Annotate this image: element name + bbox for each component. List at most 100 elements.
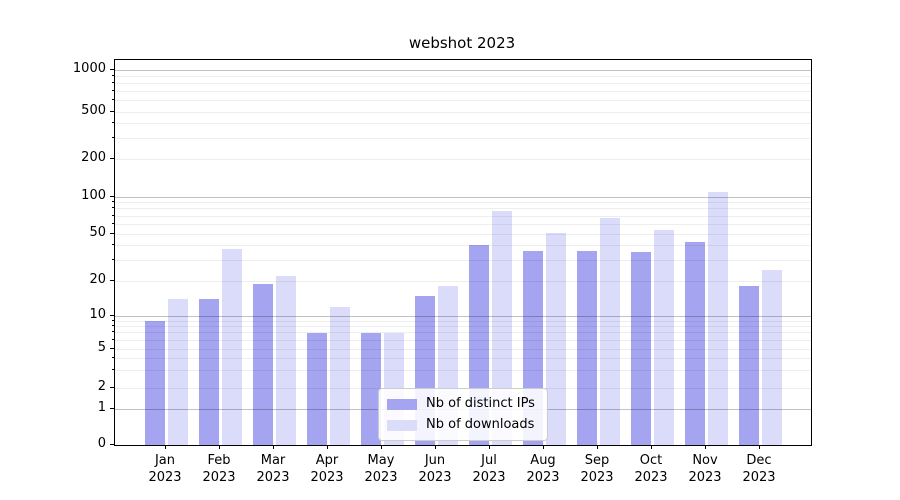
legend-swatch-downloads	[387, 419, 417, 431]
x-tick-mark	[596, 445, 598, 449]
minor-gridline	[115, 100, 811, 102]
minor-gridline	[115, 122, 811, 124]
y-tick-label: 5	[97, 340, 106, 355]
x-tick-mark	[326, 445, 328, 449]
bar-downloads-aug	[545, 232, 566, 445]
y-tick-mark	[110, 195, 114, 197]
y-minor-tick-mark	[112, 258, 114, 260]
x-tick-label: Sep 2023	[580, 453, 614, 485]
y-tick-label: 2	[97, 379, 106, 394]
legend-label: Nb of distinct IPs	[426, 396, 535, 411]
minor-gridline	[115, 137, 811, 139]
x-tick-label: Jun 2023	[418, 453, 452, 485]
bar-distinct-ips-mar	[252, 283, 273, 445]
bar-distinct-ips-sep	[576, 250, 597, 445]
x-tick-label: Mar 2023	[256, 453, 290, 485]
x-tick-label: Jan 2023	[148, 453, 182, 485]
minor-gridline	[115, 357, 811, 359]
x-tick-label: Feb 2023	[202, 453, 236, 485]
y-minor-tick-mark	[112, 136, 114, 138]
x-tick-mark	[272, 445, 274, 449]
minor-gridline	[115, 208, 811, 210]
bar-downloads-mar	[275, 276, 296, 445]
y-minor-tick-mark	[112, 331, 114, 333]
minor-gridline	[115, 244, 811, 246]
minor-gridline	[115, 348, 811, 350]
minor-gridline	[115, 233, 811, 235]
y-tick-mark	[110, 110, 114, 112]
y-tick-mark	[110, 314, 114, 316]
minor-gridline	[115, 332, 811, 334]
minor-gridline	[115, 111, 811, 113]
major-gridline	[115, 69, 811, 71]
y-tick-label: 0	[97, 436, 106, 451]
x-tick-mark	[164, 445, 166, 449]
y-minor-tick-mark	[112, 82, 114, 84]
minor-gridline	[115, 223, 811, 225]
minor-gridline	[115, 83, 811, 85]
y-minor-tick-mark	[112, 99, 114, 101]
x-tick-label: Nov 2023	[688, 453, 722, 485]
minor-gridline	[115, 370, 811, 372]
x-tick-mark	[434, 445, 436, 449]
y-minor-tick-mark	[112, 214, 114, 216]
y-minor-tick-mark	[112, 207, 114, 209]
x-tick-label: Aug 2023	[526, 453, 560, 485]
y-minor-tick-mark	[112, 243, 114, 245]
y-tick-label: 20	[89, 272, 106, 287]
y-minor-tick-mark	[112, 338, 114, 340]
x-tick-mark	[542, 445, 544, 449]
y-tick-mark	[110, 347, 114, 349]
y-tick-mark	[110, 407, 114, 409]
bar-downloads-sep	[599, 217, 620, 445]
minor-gridline	[115, 339, 811, 341]
y-tick-mark	[110, 279, 114, 281]
y-minor-tick-mark	[112, 201, 114, 203]
bar-downloads-apr	[329, 306, 350, 445]
x-tick-label: May 2023	[364, 453, 398, 485]
minor-gridline	[115, 75, 811, 77]
minor-gridline	[115, 280, 811, 282]
y-tick-label: 1	[97, 400, 106, 415]
minor-gridline	[115, 202, 811, 204]
bar-distinct-ips-may	[360, 332, 381, 445]
bar-downloads-jul	[491, 210, 512, 445]
y-tick-mark	[110, 68, 114, 70]
bar-downloads-dec	[761, 269, 782, 445]
x-tick-mark	[758, 445, 760, 449]
y-minor-tick-mark	[112, 369, 114, 371]
y-minor-tick-mark	[112, 90, 114, 92]
y-tick-label: 10	[89, 307, 106, 322]
x-tick-label: Dec 2023	[742, 453, 776, 485]
y-tick-label: 200	[81, 150, 106, 165]
minor-gridline	[115, 259, 811, 261]
bar-downloads-oct	[653, 229, 674, 445]
legend-swatch-distinct-ips	[387, 398, 417, 410]
bar-distinct-ips-apr	[306, 332, 327, 445]
minor-gridline	[115, 215, 811, 217]
bar-distinct-ips-feb	[198, 299, 219, 445]
y-minor-tick-mark	[112, 222, 114, 224]
x-tick-mark	[488, 445, 490, 449]
y-tick-label: 1000	[72, 61, 106, 76]
bar-downloads-jan	[167, 299, 188, 445]
x-tick-label: Oct 2023	[634, 453, 668, 485]
minor-gridline	[115, 158, 811, 160]
legend-item-downloads: Nb of downloads	[387, 417, 535, 433]
legend-label: Nb of downloads	[426, 417, 535, 432]
bar-downloads-nov	[707, 191, 728, 445]
y-tick-label: 500	[81, 103, 106, 118]
x-tick-mark	[650, 445, 652, 449]
minor-gridline	[115, 320, 811, 322]
x-tick-label: Apr 2023	[310, 453, 344, 485]
x-tick-mark	[380, 445, 382, 449]
x-tick-mark	[704, 445, 706, 449]
y-tick-label: 50	[89, 225, 106, 240]
y-tick-mark	[110, 232, 114, 234]
chart-title: webshot 2023	[408, 34, 516, 52]
legend: Nb of distinct IPs Nb of downloads	[378, 388, 548, 441]
y-minor-tick-mark	[112, 325, 114, 327]
bar-distinct-ips-nov	[684, 241, 705, 445]
y-tick-mark	[110, 443, 114, 445]
